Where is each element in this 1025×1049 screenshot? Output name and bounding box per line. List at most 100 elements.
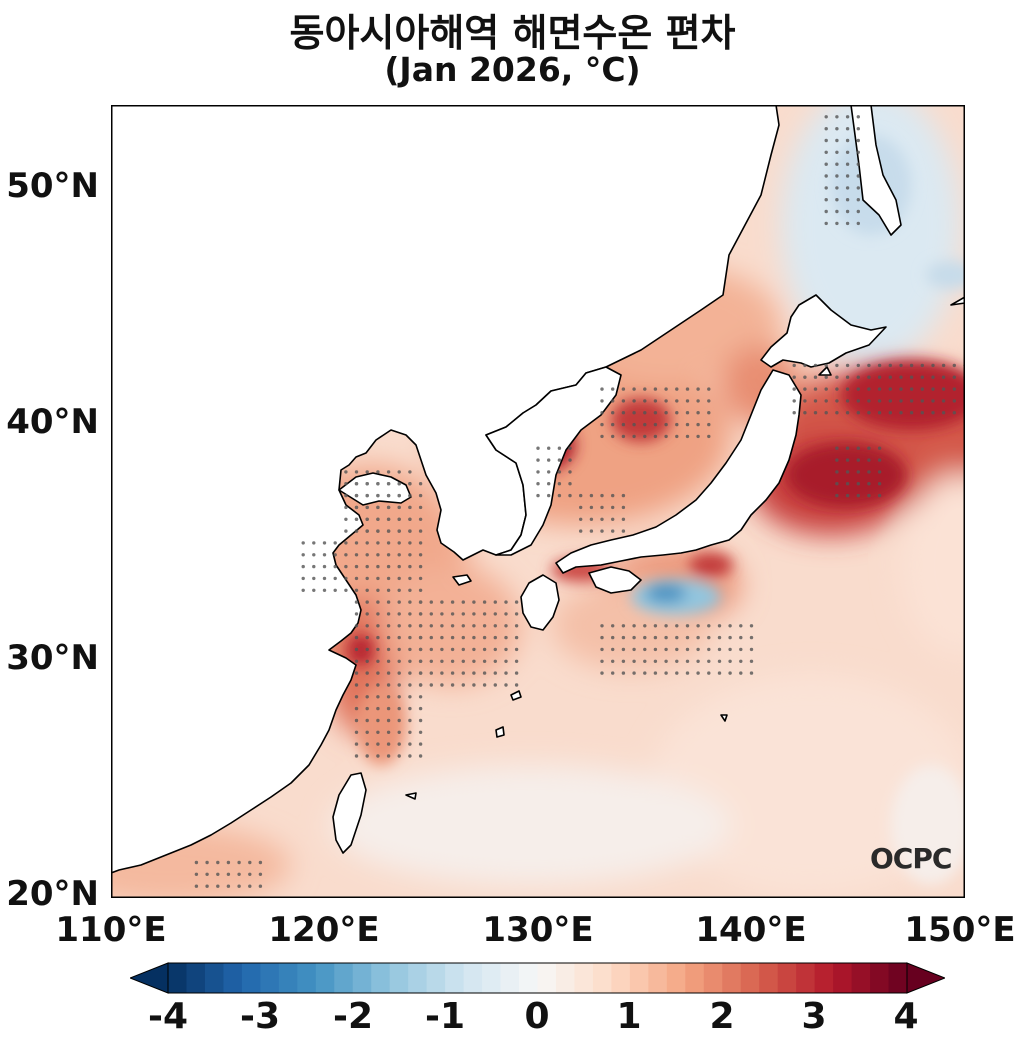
stipple-dot	[376, 493, 380, 498]
stipple-dot	[845, 150, 850, 154]
colorbar-cell	[168, 963, 188, 993]
stipple-dot	[429, 635, 433, 640]
stipple-dot	[909, 363, 914, 368]
stipple-dot	[472, 647, 476, 652]
stipple-dot	[611, 624, 615, 628]
stipple-dot	[386, 706, 391, 711]
stipple-dot	[365, 493, 369, 498]
stipple-dot	[472, 671, 476, 675]
stipple-dot	[450, 635, 455, 640]
stipple-dot	[611, 647, 615, 652]
stipple-dot	[418, 541, 423, 545]
stipple-dot	[621, 399, 626, 403]
stipple-dot	[205, 884, 209, 888]
stipple-dot	[909, 399, 914, 403]
stipple-dot	[835, 482, 839, 486]
stipple-dot	[365, 612, 369, 616]
stipple-dot	[482, 659, 487, 663]
stipple-dot	[397, 482, 401, 486]
stipple-dot	[931, 399, 935, 403]
stipple-dot	[877, 399, 882, 403]
stipple-dot	[845, 493, 850, 498]
stipple-dot	[899, 375, 903, 379]
colorbar-cell	[740, 963, 760, 993]
stipple-dot	[856, 446, 860, 450]
stipple-dot	[322, 541, 327, 545]
stipple-dot	[386, 730, 391, 734]
stipple-dot	[194, 872, 199, 876]
stipple-dot	[856, 138, 860, 143]
stipple-dot	[397, 647, 401, 652]
stipple-dot	[482, 671, 487, 675]
stipple-dot	[600, 671, 604, 675]
stipple-dot	[376, 482, 380, 486]
stipple-dot	[376, 624, 380, 628]
stipple-dot	[482, 624, 487, 628]
stipple-dot	[418, 730, 423, 734]
stipple-dot	[632, 422, 636, 427]
stipple-dot	[216, 872, 220, 876]
stipple-dot	[376, 706, 380, 711]
stipple-dot	[365, 695, 369, 699]
stipple-dot	[418, 624, 423, 628]
colorbar-label-0: 0	[524, 996, 550, 1037]
stipple-dot	[728, 659, 732, 663]
stipple-dot	[429, 683, 433, 687]
colorbar-cell	[204, 963, 225, 993]
stipple-dot	[429, 671, 433, 675]
stipple-dot	[386, 659, 391, 663]
stipple-dot	[621, 505, 626, 510]
stipple-dot	[408, 659, 412, 663]
stipple-dot	[344, 493, 348, 498]
stipple-dot	[344, 529, 348, 533]
stipple-dot	[621, 422, 626, 427]
lat-tick-40: 40°N	[6, 402, 99, 442]
stipple-dot	[472, 600, 476, 604]
stipple-dot	[376, 754, 380, 758]
stipple-dot	[408, 588, 412, 592]
map-subtitle: (Jan 2026, °C)	[384, 50, 641, 89]
stipple-dot	[653, 647, 658, 652]
stipple-dot	[408, 683, 412, 687]
colorbar-cell	[833, 963, 853, 993]
stipple-dot	[365, 671, 369, 675]
stipple-dot	[835, 138, 839, 143]
stipple-dot	[440, 635, 444, 640]
stipple-dot	[835, 446, 839, 450]
stipple-dot	[312, 553, 316, 557]
stipple-dot	[450, 624, 455, 628]
stipple-dot	[354, 635, 359, 640]
map-title: 동아시아해역 해면수온 편차	[289, 11, 736, 55]
stipple-dot	[600, 434, 604, 439]
stipple-dot	[365, 517, 369, 521]
stipple-dot	[717, 671, 722, 675]
stipple-dot	[386, 541, 391, 545]
colorbar-label-m1: -1	[425, 996, 465, 1037]
stipple-dot	[685, 647, 690, 652]
stipple-dot	[333, 553, 337, 557]
stipple-dot	[376, 470, 380, 474]
stipple-dot	[386, 470, 391, 474]
stipple-dot	[397, 612, 401, 616]
stipple-dot	[600, 493, 604, 498]
stipple-dot	[237, 860, 241, 865]
stipple-dot	[696, 671, 700, 675]
stipple-dot	[536, 482, 540, 486]
stipple-dot	[397, 564, 401, 569]
stipple-dot	[888, 411, 892, 415]
stipple-dot	[354, 742, 359, 746]
stipple-dot	[504, 647, 508, 652]
stipple-dot	[376, 683, 380, 687]
stipple-dot	[909, 411, 914, 415]
stipple-dot	[824, 150, 828, 154]
stipple-dot	[440, 600, 444, 604]
stipple-dot	[749, 624, 754, 628]
colorbar-cell	[722, 963, 742, 993]
stipple-dot	[813, 375, 818, 379]
stipple-dot	[856, 221, 860, 226]
stipple-dot	[739, 647, 743, 652]
stipple-dot	[429, 659, 433, 663]
stipple-dot	[536, 470, 540, 474]
stipple-dot	[493, 659, 497, 663]
stipple-dot	[835, 493, 839, 498]
